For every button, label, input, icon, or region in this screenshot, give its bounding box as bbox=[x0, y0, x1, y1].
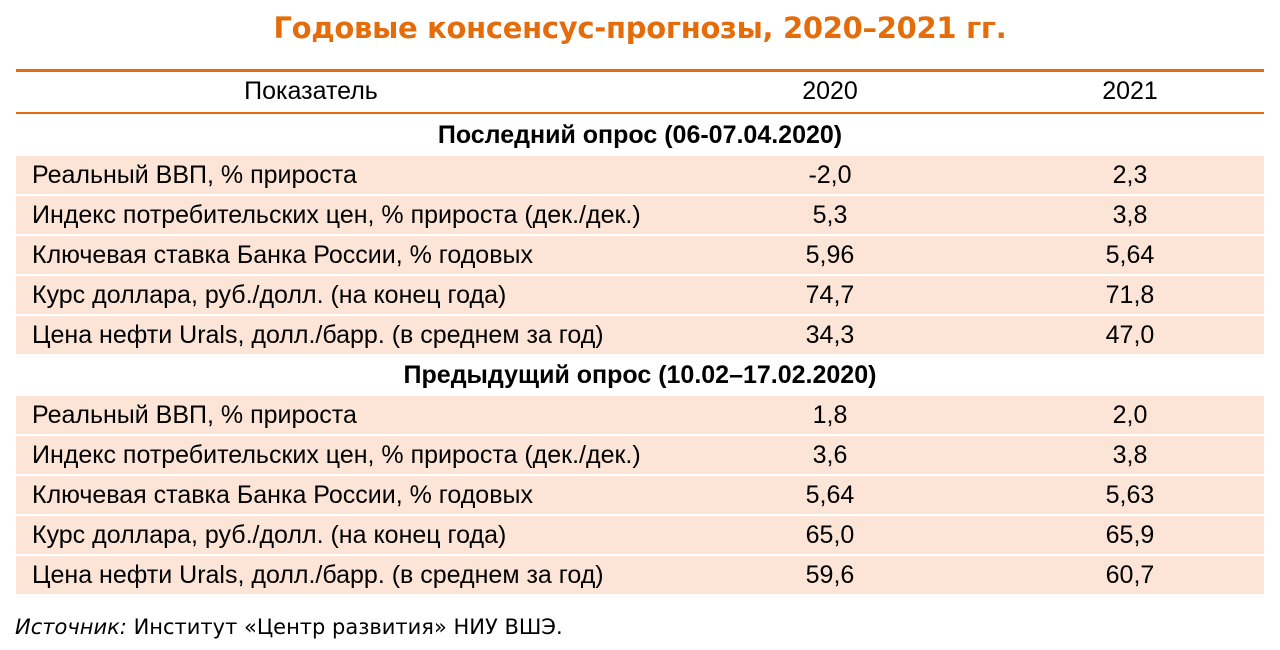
value-2020: 1,8 bbox=[812, 401, 848, 429]
value-2020: 5,3 bbox=[812, 201, 848, 229]
table-row: Курс доллара, руб./долл. (на конец года)… bbox=[16, 276, 1264, 314]
forecast-table: Показатель 2020 2021 Последний опрос (06… bbox=[16, 69, 1264, 594]
value-2021: 5,64 bbox=[1105, 241, 1155, 269]
row-label: Ключевая ставка Банка России, % годовых bbox=[32, 481, 533, 509]
value-2021: 3,8 bbox=[1112, 441, 1148, 469]
value-2020: 3,6 bbox=[812, 441, 848, 469]
source-text: Институт «Центр развития» НИУ ВШЭ. bbox=[126, 615, 563, 639]
row-label: Реальный ВВП, % прироста bbox=[32, 161, 357, 189]
table-row: Индекс потребительских цен, % прироста (… bbox=[16, 436, 1264, 474]
page-title: Годовые консенсус-прогнозы, 2020–2021 гг… bbox=[273, 11, 1007, 45]
table-row: Реальный ВВП, % прироста -2,0 2,3 bbox=[16, 156, 1264, 194]
value-2020: 74,7 bbox=[805, 281, 855, 309]
row-label: Курс доллара, руб./долл. (на конец года) bbox=[32, 281, 507, 309]
value-2020: 65,0 bbox=[805, 521, 855, 549]
table-row: Реальный ВВП, % прироста 1,8 2,0 bbox=[16, 396, 1264, 434]
table-row: Ключевая ставка Банка России, % годовых … bbox=[16, 476, 1264, 514]
table-row: Курс доллара, руб./долл. (на конец года)… bbox=[16, 516, 1264, 554]
header-indicator: Показатель bbox=[244, 77, 378, 105]
value-2021: 47,0 bbox=[1105, 321, 1155, 349]
table-row: Индекс потребительских цен, % прироста (… bbox=[16, 196, 1264, 234]
value-2021: 2,0 bbox=[1112, 401, 1148, 429]
row-label: Цена нефти Urals, долл./барр. (в среднем… bbox=[32, 321, 604, 349]
value-2020: 5,96 bbox=[805, 241, 855, 269]
section-title-latest: Последний опрос (06-07.04.2020) bbox=[16, 116, 1264, 154]
table-row: Ключевая ставка Банка России, % годовых … bbox=[16, 236, 1264, 274]
header-year-2020: 2020 bbox=[802, 77, 858, 105]
source-note: Источник: Институт «Центр развития» НИУ … bbox=[15, 612, 563, 642]
table-top-rule bbox=[16, 69, 1264, 72]
table-header-row: Показатель 2020 2021 bbox=[16, 72, 1264, 110]
section-title: Последний опрос (06-07.04.2020) bbox=[437, 121, 843, 149]
table-row: Цена нефти Urals, долл./барр. (в среднем… bbox=[16, 556, 1264, 594]
value-2020: 59,6 bbox=[805, 561, 855, 589]
value-2020: -2,0 bbox=[808, 161, 852, 189]
row-label: Курс доллара, руб./долл. (на конец года) bbox=[32, 521, 507, 549]
header-year-2021: 2021 bbox=[1102, 77, 1158, 105]
row-label: Индекс потребительских цен, % прироста (… bbox=[32, 441, 641, 469]
row-label: Ключевая ставка Банка России, % годовых bbox=[32, 241, 533, 269]
value-2021: 71,8 bbox=[1105, 281, 1155, 309]
section-title-previous: Предыдущий опрос (10.02–17.02.2020) bbox=[16, 356, 1264, 394]
value-2020: 5,64 bbox=[805, 481, 855, 509]
value-2021: 60,7 bbox=[1105, 561, 1155, 589]
row-label: Цена нефти Urals, долл./барр. (в среднем… bbox=[32, 561, 604, 589]
section-title: Предыдущий опрос (10.02–17.02.2020) bbox=[403, 361, 877, 389]
header-rule bbox=[16, 112, 1264, 114]
value-2021: 2,3 bbox=[1112, 161, 1148, 189]
row-label: Реальный ВВП, % прироста bbox=[32, 401, 357, 429]
value-2021: 3,8 bbox=[1112, 201, 1148, 229]
value-2020: 34,3 bbox=[805, 321, 855, 349]
value-2021: 5,63 bbox=[1105, 481, 1155, 509]
row-label: Индекс потребительских цен, % прироста (… bbox=[32, 201, 641, 229]
source-label: Источник: bbox=[15, 615, 127, 639]
table-row: Цена нефти Urals, долл./барр. (в среднем… bbox=[16, 316, 1264, 354]
value-2021: 65,9 bbox=[1105, 521, 1155, 549]
